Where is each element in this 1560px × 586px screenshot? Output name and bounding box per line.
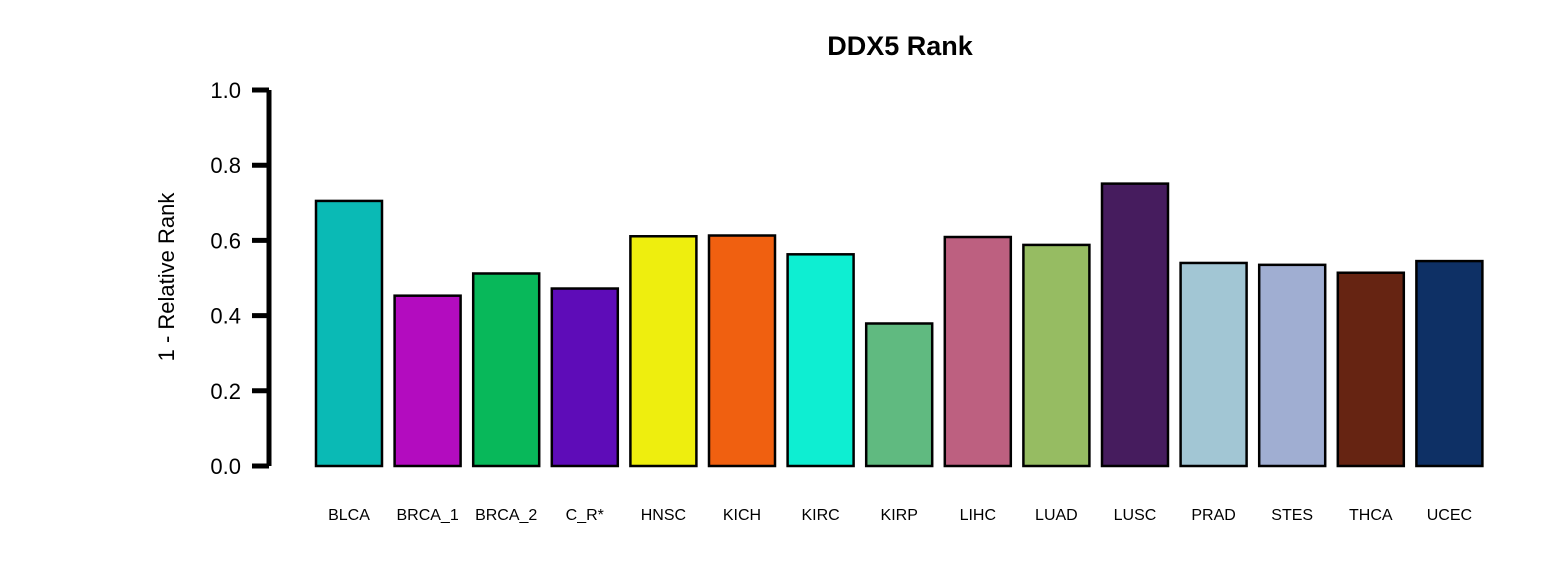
- x-tick-label: LUAD: [1035, 507, 1078, 524]
- bar-c-r: [550, 287, 620, 468]
- bar-thca: [1336, 271, 1406, 468]
- x-tick-label: BRCA_1: [396, 507, 458, 524]
- bar-blca: [314, 199, 384, 468]
- y-tick-label: 0.4: [210, 304, 241, 329]
- bar-lusc: [1100, 182, 1170, 468]
- x-tick-label: STES: [1271, 507, 1313, 524]
- x-tick-label: THCA: [1349, 507, 1393, 524]
- bar-brca-1: [393, 294, 462, 468]
- chart-title: DDX5 Rank: [827, 31, 974, 61]
- bar-ucec: [1415, 259, 1484, 468]
- bar-hnsc: [629, 235, 698, 468]
- x-tick-label: KICH: [723, 507, 761, 524]
- y-axis: 0.0 0.2 0.4 0.6 0.8 1.0: [210, 78, 272, 479]
- x-tick-label: HNSC: [641, 507, 686, 524]
- bar-kirc: [786, 253, 855, 468]
- x-tick-label: PRAD: [1191, 507, 1235, 524]
- y-tick-label: 0.2: [210, 379, 241, 404]
- x-tick-label: UCEC: [1427, 507, 1472, 524]
- x-tick-label: BLCA: [328, 507, 370, 524]
- bar-luad: [1022, 243, 1091, 468]
- bar-stes: [1257, 263, 1327, 468]
- bar-brca-2: [471, 272, 541, 468]
- y-tick-label: 0.8: [210, 153, 241, 178]
- x-tick-label: C_R*: [566, 507, 604, 524]
- x-tick-label: LUSC: [1114, 507, 1157, 524]
- y-tick-label: 0.0: [210, 454, 241, 479]
- y-tick-label: 1.0: [210, 78, 241, 103]
- bar-kirp: [864, 322, 934, 468]
- bar-prad: [1179, 261, 1248, 468]
- category-labels: BLCA BRCA_1 BRCA_2 C_R* HNSC KICH KIRC KIRP LIHC…: [328, 507, 1472, 524]
- bar-kich: [707, 234, 777, 468]
- bars: [314, 182, 1484, 468]
- y-tick-label: 0.6: [210, 228, 241, 253]
- x-tick-label: KIRC: [801, 507, 839, 524]
- x-tick-label: KIRP: [881, 507, 918, 524]
- x-tick-label: LIHC: [960, 507, 996, 524]
- x-tick-label: BRCA_2: [475, 507, 537, 524]
- y-axis-label: 1 - Relative Rank: [154, 192, 179, 362]
- bar-lihc: [943, 235, 1013, 468]
